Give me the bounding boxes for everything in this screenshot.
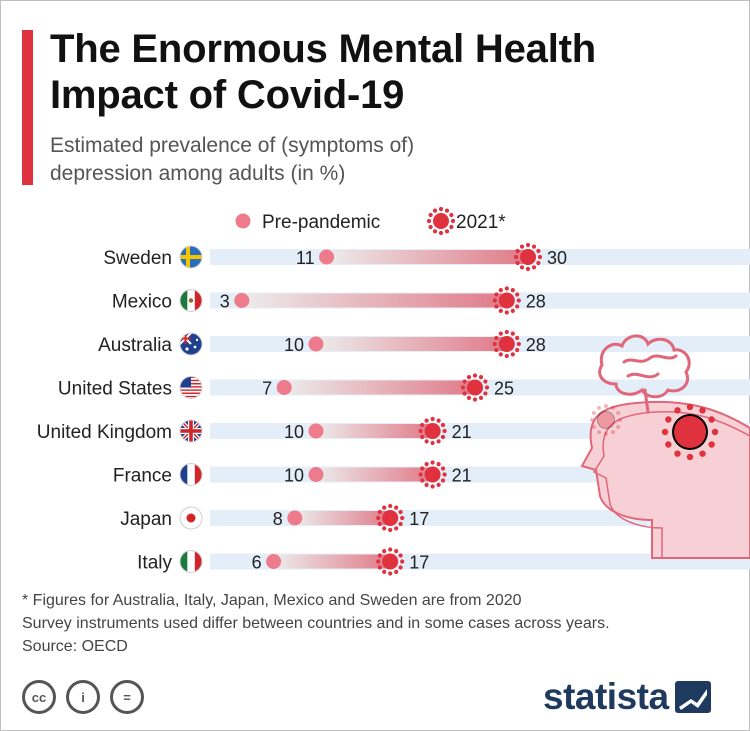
change-bar [273, 554, 391, 569]
pre-pandemic-value: 3 [220, 292, 230, 312]
change-bar [294, 511, 391, 525]
chart-title: The Enormous Mental Health Impact of Cov… [50, 26, 730, 118]
covid-2021-value: 21 [452, 466, 472, 486]
statista-logo-text: statista [543, 676, 669, 717]
covid-2021-marker [418, 416, 447, 446]
license-icons: cc i = [22, 680, 144, 714]
covid-2021-marker [492, 329, 521, 359]
subtitle-line-2: depression among adults (in %) [50, 162, 346, 185]
flag-column [179, 245, 203, 573]
subtitle-line-1: Estimated prevalence of (symptoms of) [50, 134, 415, 157]
footnote: * Figures for Australia, Italy, Japan, M… [22, 589, 742, 658]
covid-2021-value: 30 [547, 248, 567, 268]
attribution-icon[interactable]: i [66, 680, 100, 714]
covid-2021-marker [513, 242, 543, 272]
change-bar [326, 250, 528, 264]
category-label: Sweden [103, 248, 172, 269]
chart-rows: Sweden 11 30 Mexico 3 28 Australia 10 28 United S… [37, 242, 567, 576]
category-label: Australia [98, 335, 172, 356]
dumbbell-chart: Sweden 11 30 Mexico 3 28 Australia 10 28 United S… [37, 206, 750, 576]
virus-large-icon [661, 403, 719, 461]
change-bar [241, 293, 507, 308]
no-derivatives-icon[interactable]: = [110, 680, 144, 714]
covid-2021-value: 28 [526, 292, 546, 312]
chart-subtitle: Estimated prevalence of (symptoms of) de… [50, 132, 650, 188]
pre-pandemic-dot [266, 554, 282, 569]
category-label: Italy [137, 553, 172, 574]
virus-small-icon [590, 404, 622, 436]
pre-pandemic-value: 10 [284, 422, 304, 442]
flag-australia-icon [179, 332, 203, 356]
flag-mexico-icon [179, 289, 203, 312]
legend-2021-marker [426, 206, 456, 236]
legend-pre-pandemic-label: Pre-pandemic [262, 212, 380, 233]
category-label: United Kingdom [37, 422, 172, 443]
covid-2021-value: 28 [526, 335, 546, 355]
covid-2021-value: 25 [494, 379, 514, 399]
footnote-line-2: Survey instruments used differ between c… [22, 615, 610, 632]
pre-pandemic-value: 6 [252, 553, 262, 573]
flag-united-kingdom-icon [179, 419, 203, 443]
accent-bar [22, 30, 33, 185]
pre-pandemic-dot [319, 249, 335, 265]
legend-pre-pandemic-dot [235, 213, 251, 229]
pre-pandemic-dot [234, 293, 250, 308]
category-label: United States [58, 379, 172, 400]
change-bar [316, 424, 433, 438]
head-brain-illustration [580, 334, 750, 559]
pre-pandemic-value: 8 [273, 509, 283, 529]
category-label: Japan [120, 509, 172, 530]
pre-pandemic-dot [276, 380, 292, 395]
pre-pandemic-dot [308, 423, 324, 439]
legend-2021-label: 2021* [456, 212, 506, 233]
covid-2021-marker [376, 503, 405, 533]
pre-pandemic-dot [287, 510, 303, 526]
change-bar [316, 337, 507, 351]
flag-italy-icon [179, 550, 203, 573]
chart-legend: Pre-pandemic 2021* [235, 206, 506, 236]
category-label: France [113, 466, 172, 487]
statista-logo-mark-icon [674, 681, 711, 713]
category-label: Mexico [112, 292, 172, 313]
statista-logo[interactable]: statista [543, 676, 711, 718]
brain-icon [598, 334, 691, 414]
change-bar [316, 467, 433, 482]
pre-pandemic-value: 7 [262, 379, 272, 399]
pre-pandemic-dot [308, 336, 324, 352]
change-bar [284, 380, 475, 395]
footnote-line-1: * Figures for Australia, Italy, Japan, M… [22, 592, 522, 609]
flag-france-icon [179, 463, 203, 486]
covid-2021-marker [376, 547, 405, 576]
pre-pandemic-value: 10 [284, 335, 304, 355]
flag-sweden-icon [179, 245, 203, 269]
covid-2021-value: 17 [409, 509, 429, 529]
covid-2021-value: 21 [452, 422, 472, 442]
title-line-2: Impact of Covid-19 [50, 73, 405, 117]
pre-pandemic-value: 11 [296, 248, 315, 268]
creative-commons-icon[interactable]: cc [22, 680, 56, 714]
covid-2021-marker [492, 286, 521, 315]
covid-2021-marker [418, 460, 447, 489]
flag-japan-icon [179, 506, 203, 530]
flag-united-states-icon [179, 376, 203, 399]
source-label: Source: OECD [22, 638, 128, 655]
pre-pandemic-dot [308, 467, 324, 482]
covid-2021-value: 17 [409, 553, 429, 573]
covid-2021-marker [460, 373, 490, 402]
title-line-1: The Enormous Mental Health [50, 27, 596, 71]
pre-pandemic-value: 10 [284, 466, 304, 486]
